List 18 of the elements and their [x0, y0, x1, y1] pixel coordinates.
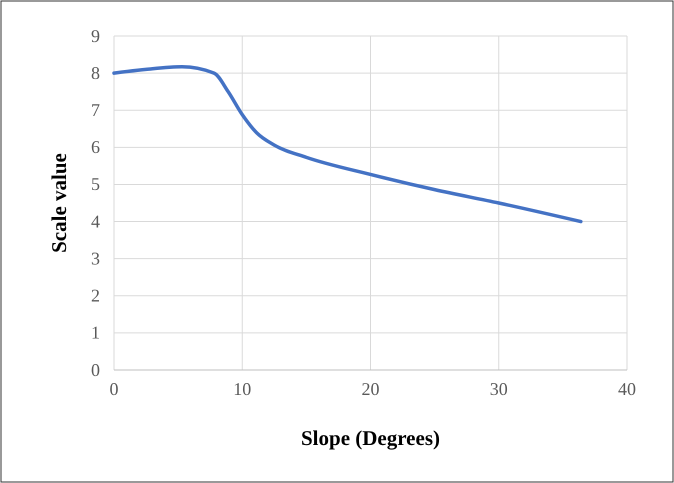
- x-tick-label: 0: [110, 378, 118, 399]
- x-tick-label: 40: [618, 378, 636, 399]
- y-tick-label: 8: [91, 62, 100, 83]
- x-axis-title: Slope (Degrees): [301, 426, 440, 450]
- y-tick-label: 7: [91, 100, 100, 120]
- x-tick-label: 30: [490, 378, 508, 399]
- y-tick-label: 9: [91, 26, 100, 46]
- y-tick-label: 1: [91, 322, 100, 343]
- y-tick-label: 4: [91, 211, 100, 232]
- y-tick-label: 0: [91, 360, 100, 380]
- y-tick-label: 2: [91, 286, 100, 306]
- x-tick-label: 20: [362, 378, 380, 399]
- x-tick-label: 10: [233, 378, 252, 399]
- y-tick-label: 5: [91, 174, 100, 194]
- line-series: [112, 65, 583, 224]
- y-tick-label: 6: [91, 137, 100, 158]
- y-tick-label: 3: [91, 248, 100, 268]
- y-axis-title: Scale value: [47, 153, 71, 253]
